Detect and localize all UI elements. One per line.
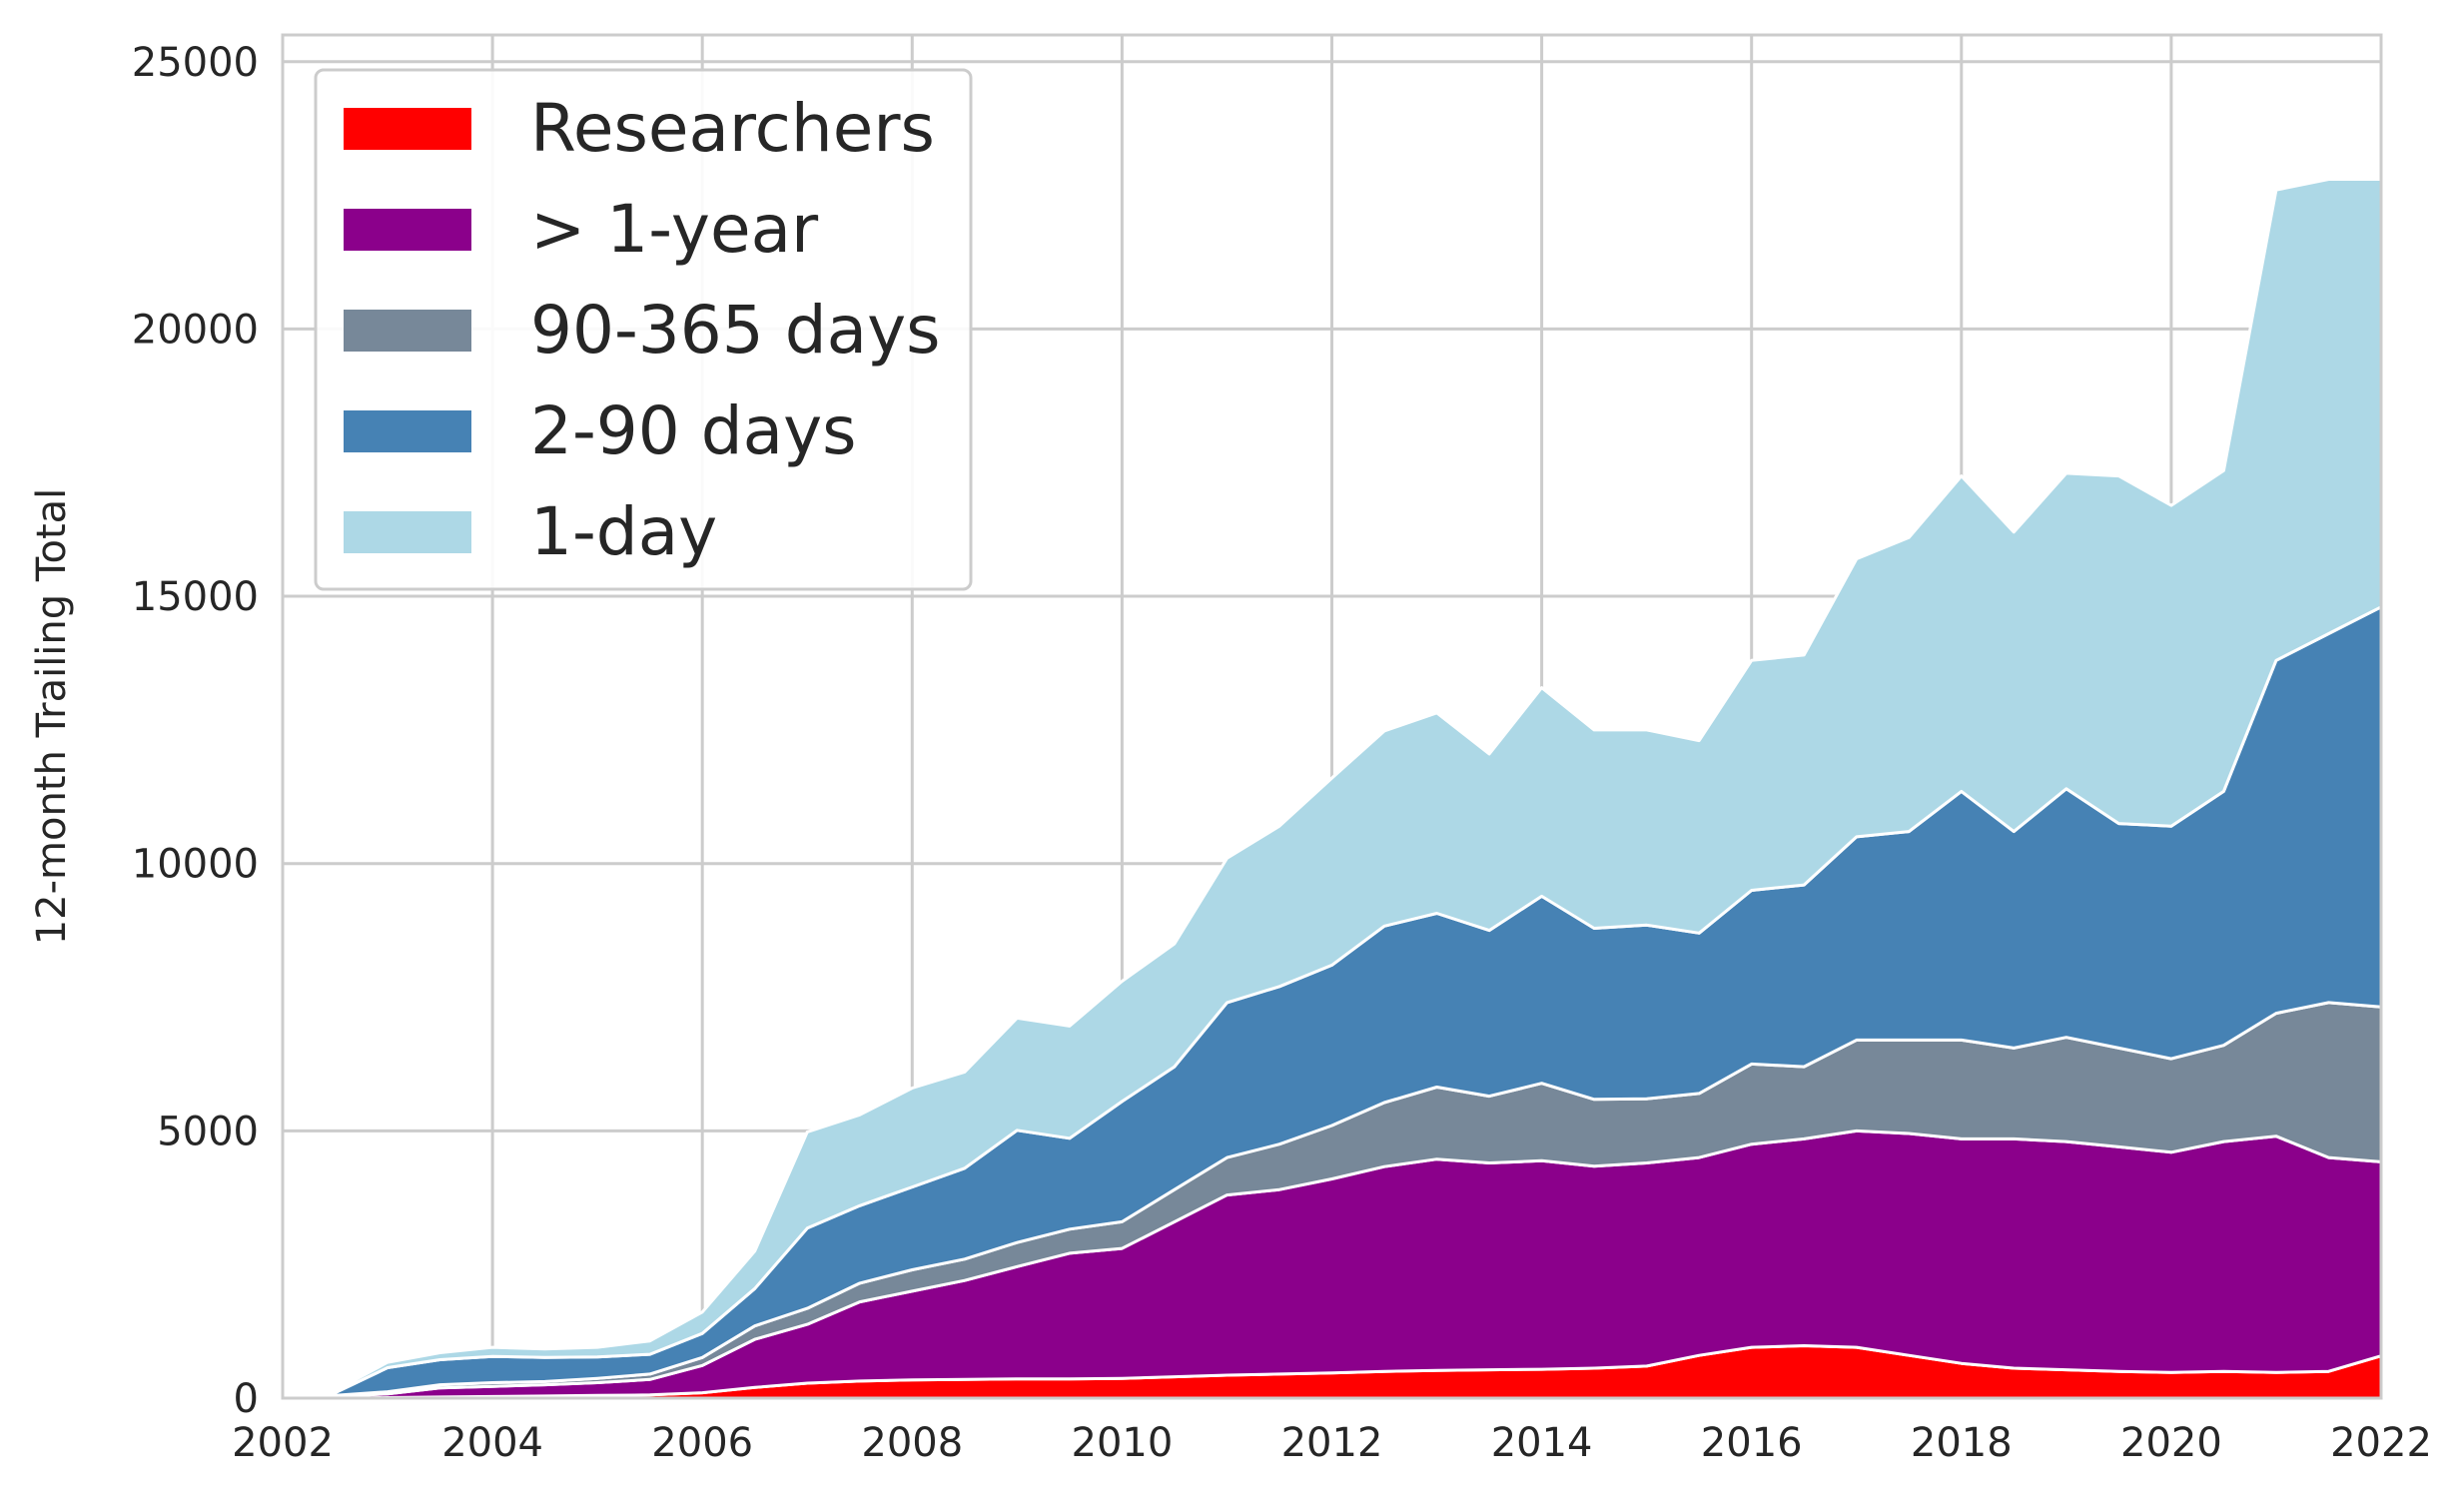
x-tick-label: 2022 [2330, 1420, 2432, 1466]
legend-box [314, 68, 973, 591]
x-tick-label: 2016 [1701, 1420, 1803, 1466]
plot-area: 2002 2004 2006 2008 2010 2012 2014 2016 2018 2020… [132, 33, 2432, 1466]
legend-swatch [344, 310, 471, 352]
x-tick-label: 2012 [1281, 1420, 1383, 1466]
y-axis-label: 12-month Trailing Total [29, 488, 75, 946]
x-tick-label: 2014 [1491, 1420, 1593, 1466]
legend-label: Researchers [530, 90, 935, 167]
legend: Researchers > 1-year 90-365 days 2-90 days 1… [314, 68, 973, 591]
x-tick-label: 2020 [2120, 1420, 2222, 1466]
y-tick-label: 5000 [157, 1109, 259, 1154]
plot-frame [281, 33, 2383, 1400]
legend-swatch [344, 511, 471, 553]
legend-label: 90-365 days [530, 292, 941, 369]
y-tick-label: 25000 [132, 40, 259, 86]
legend-swatch [344, 410, 471, 452]
legend-label: 2-90 days [530, 392, 857, 469]
legend-label: > 1-year [530, 191, 819, 268]
legend-swatch [344, 209, 471, 251]
y-tick-label: 0 [234, 1376, 259, 1422]
y-tick-label: 10000 [132, 842, 259, 888]
x-tick-label: 2002 [232, 1420, 334, 1466]
x-tick-label: 2010 [1072, 1420, 1174, 1466]
x-tick-label: 2008 [861, 1420, 963, 1466]
legend-swatch [344, 108, 471, 150]
x-tick-label: 2006 [651, 1420, 753, 1466]
y-tick-label: 20000 [132, 307, 259, 353]
x-tick-label: 2004 [441, 1420, 543, 1466]
legend-label: 1-day [530, 493, 717, 570]
x-tick-label: 2018 [1911, 1420, 2013, 1466]
y-tick-label: 15000 [132, 574, 259, 620]
